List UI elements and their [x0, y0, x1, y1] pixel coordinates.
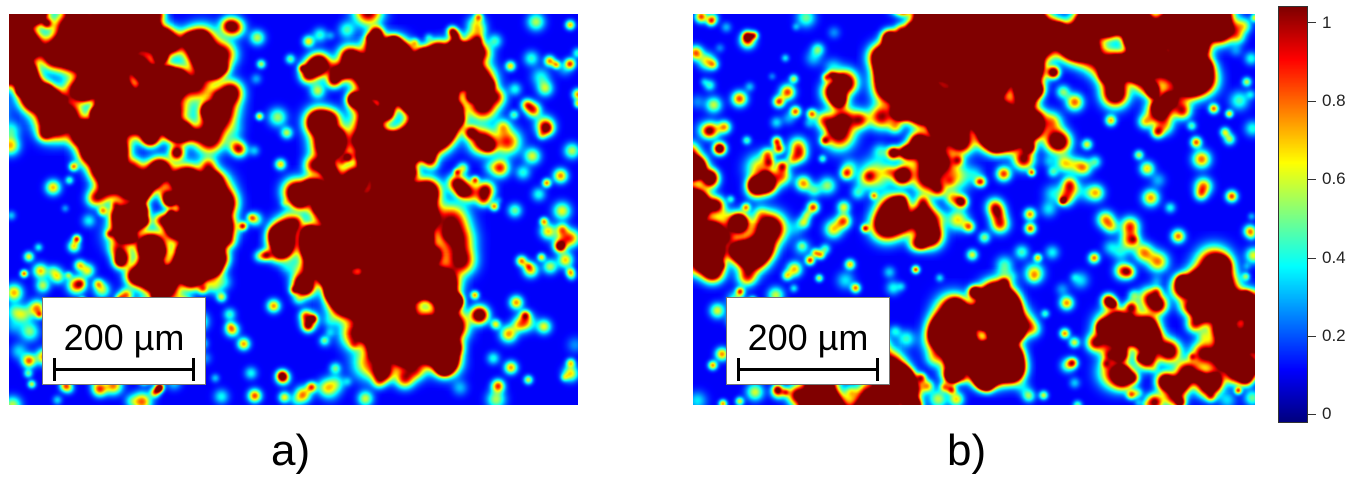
colorbar-label-0-6: 0.6: [1322, 169, 1346, 188]
colorbar-label-0-2: 0.2: [1322, 326, 1346, 345]
scale-bar-label-b: 200 µm: [747, 317, 869, 358]
colorbar-label-0-8: 0.8: [1322, 91, 1346, 110]
scale-bar-cap-left-a: [53, 358, 56, 381]
scale-bar-line-a: [53, 368, 195, 371]
colorbar-label-0-4: 0.4: [1322, 248, 1346, 267]
colorbar-label-1: 1: [1322, 13, 1332, 32]
colorbar-tick-0-6: [1308, 179, 1316, 180]
scale-bar-cap-right-a: [192, 358, 195, 381]
scale-bar-cap-right-b: [876, 358, 879, 381]
heatmap-panel-a: 200 µm: [9, 14, 578, 405]
scale-bar-a: 200 µm: [42, 297, 206, 385]
scale-bar-cap-left-b: [737, 358, 740, 381]
colorbar-tick-0: [1308, 414, 1316, 415]
colorbar-label-0: 0: [1322, 404, 1332, 423]
panel-label-b: b): [947, 426, 987, 475]
colorbar: [1278, 6, 1308, 423]
panel-label-a: a): [271, 426, 311, 475]
scale-bar-label-a: 200 µm: [63, 317, 185, 358]
heatmap-panel-b: 200 µm: [693, 14, 1255, 405]
colorbar-tick-0-4: [1308, 258, 1316, 259]
scale-bar-b: 200 µm: [726, 297, 890, 385]
scale-bar-line-b: [737, 368, 879, 371]
colorbar-tick-1: [1308, 22, 1316, 23]
colorbar-tick-0-2: [1308, 336, 1316, 337]
colorbar-tick-0-8: [1308, 101, 1316, 102]
